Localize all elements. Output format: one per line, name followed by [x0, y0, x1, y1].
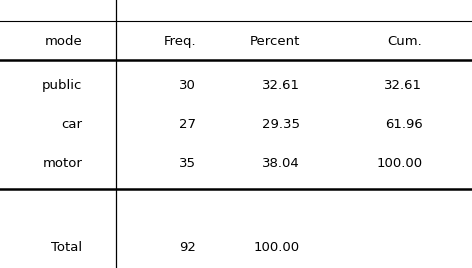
- Text: 61.96: 61.96: [385, 118, 422, 131]
- Text: public: public: [42, 79, 83, 92]
- Text: Percent: Percent: [249, 35, 300, 48]
- Text: 32.61: 32.61: [384, 79, 422, 92]
- Text: motor: motor: [43, 157, 83, 170]
- Text: 35: 35: [179, 157, 196, 170]
- Text: 100.00: 100.00: [253, 241, 300, 254]
- Text: mode: mode: [45, 35, 83, 48]
- Text: Cum.: Cum.: [388, 35, 422, 48]
- Text: 30: 30: [179, 79, 196, 92]
- Text: 27: 27: [179, 118, 196, 131]
- Text: 100.00: 100.00: [376, 157, 422, 170]
- Text: 92: 92: [179, 241, 196, 254]
- Text: 32.61: 32.61: [261, 79, 300, 92]
- Text: car: car: [62, 118, 83, 131]
- Text: Total: Total: [51, 241, 83, 254]
- Text: Freq.: Freq.: [163, 35, 196, 48]
- Text: 29.35: 29.35: [261, 118, 300, 131]
- Text: 38.04: 38.04: [262, 157, 300, 170]
